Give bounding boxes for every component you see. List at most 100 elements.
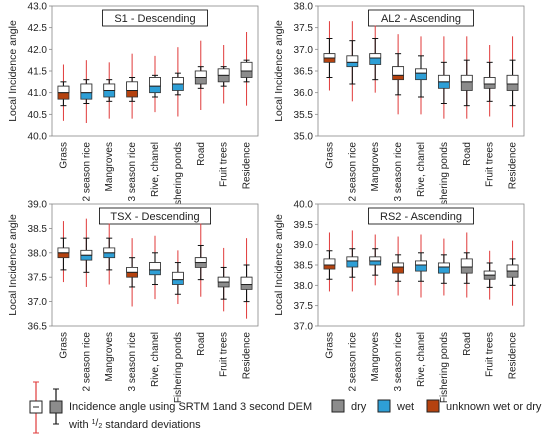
category-label: 2 season rice — [81, 142, 92, 202]
box-upper — [194, 257, 207, 263]
category-label: 2 season rice — [81, 332, 92, 392]
box-upper — [369, 53, 382, 59]
box-upper — [323, 258, 336, 266]
chart-title: TSX - Descending — [110, 211, 199, 223]
legend-dry-label: dry — [351, 401, 367, 413]
box-upper — [506, 74, 519, 85]
chart-title-box — [368, 9, 474, 27]
category-label: 2 season rice — [347, 332, 358, 392]
category-label: Residence — [508, 332, 519, 380]
category-label: Fishering ponds — [173, 142, 184, 213]
box-upper — [437, 262, 450, 268]
legend-dem3-box — [49, 400, 63, 414]
category-label: Road — [462, 142, 473, 166]
y-axis-label: Local Incidence angle — [7, 214, 19, 316]
legend-std-text: with 1/2 standard deviations — [68, 418, 201, 431]
category-label: Residence — [242, 142, 253, 190]
category-label: Grass — [58, 142, 69, 169]
category-label: Road — [196, 332, 207, 356]
y-tick-label: 38.0 — [28, 248, 48, 259]
legend-std-prefix: with — [68, 419, 92, 431]
box-upper — [57, 247, 70, 254]
box-upper — [483, 77, 496, 85]
box-upper — [80, 249, 93, 256]
chart-title: RS2 - Ascending — [380, 211, 462, 223]
y-tick-label: 39.0 — [294, 240, 314, 251]
box-upper — [149, 77, 161, 87]
box-upper — [460, 74, 473, 83]
category-label: Road — [196, 142, 207, 166]
y-tick-label: 37.5 — [294, 301, 314, 312]
category-label: 3 season rice — [393, 142, 404, 202]
y-tick-label: 35.0 — [294, 132, 314, 143]
category-label: Mangroves — [104, 142, 115, 191]
box-upper — [194, 70, 207, 78]
category-label: 3 season rice — [393, 332, 404, 392]
legend: Incidence angle using SRTM 1and 3 second… — [29, 381, 542, 434]
y-tick-label: 37.0 — [294, 322, 314, 333]
legend-std-num: 1 — [92, 419, 96, 426]
category-label: Grass — [324, 332, 335, 359]
legend-dem-text: Incidence angle using SRTM 1and 3 second… — [69, 401, 312, 413]
chart-panel-3: 36.5 37.0 37.5 38.0 38.5 39.0 Local Incidence … — [7, 200, 259, 403]
y-tick-label: 42.0 — [28, 45, 48, 56]
legend-unknown-label: unknown wet or dry — [446, 401, 542, 413]
y-tick-label: 43.0 — [28, 2, 48, 13]
box-upper — [415, 260, 427, 266]
chart-panel-4: 37.0 37.5 38.0 38.5 39.0 39.5 40.0 Local Incide… — [273, 200, 525, 403]
category-label: Residence — [242, 332, 253, 380]
category-label: Grass — [58, 332, 69, 359]
chart-title: AL2 - Ascending — [381, 13, 461, 25]
box-upper — [103, 83, 116, 91]
y-tick-label: 37.0 — [28, 297, 48, 308]
category-label: Rive, chanel — [150, 142, 161, 197]
box-upper — [506, 264, 519, 272]
category-label: Fruit trees — [485, 142, 496, 187]
legend-std-den: 2 — [98, 423, 102, 430]
box-upper — [171, 77, 184, 85]
y-tick-label: 40.0 — [28, 132, 48, 143]
category-label: Mangroves — [104, 332, 115, 381]
legend-std-suffix: standard deviations — [102, 419, 201, 431]
category-label: Fishering ponds — [439, 142, 450, 213]
category-label: Fishering ponds — [173, 332, 184, 403]
y-tick-label: 36.5 — [294, 67, 314, 78]
y-tick-label: 36.5 — [28, 322, 48, 333]
category-label: Residence — [508, 142, 519, 190]
y-axis-label: Local Incidence angle — [273, 20, 285, 122]
box-upper — [392, 262, 405, 268]
y-tick-label: 38.5 — [294, 261, 314, 272]
box-upper — [346, 55, 359, 63]
category-label: Rive, chanel — [416, 332, 427, 387]
chart-panel-1: 40.0 40.5 41.0 41.5 42.0 42.5 43.0 Local Incide… — [7, 2, 259, 213]
box-upper — [323, 53, 336, 59]
box-upper — [57, 85, 70, 94]
box-upper — [415, 68, 427, 74]
chart-panel-2: 35.0 35.5 36.0 36.5 37.0 37.5 38.0 Local Incide… — [273, 2, 525, 213]
box-upper — [126, 81, 139, 91]
y-tick-label: 42.5 — [28, 23, 48, 34]
box-upper — [392, 66, 405, 76]
category-label: Mangroves — [370, 332, 381, 381]
category-label: Rive, chanel — [416, 142, 427, 197]
category-label: 2 season rice — [347, 142, 358, 202]
box-upper — [437, 74, 450, 83]
category-label: Fruit trees — [219, 332, 230, 377]
legend-wet-label: wet — [396, 401, 414, 413]
y-tick-label: 40.0 — [294, 200, 314, 211]
category-label: Fruit trees — [485, 332, 496, 377]
y-tick-label: 41.5 — [28, 67, 48, 78]
box-upper — [217, 68, 230, 76]
chart-title-box — [99, 207, 211, 225]
box-upper — [240, 276, 253, 285]
chart-title-box — [368, 207, 474, 225]
box-upper — [240, 61, 253, 72]
box-upper — [149, 262, 161, 271]
legend-wet-swatch — [377, 399, 391, 413]
box-upper — [126, 267, 139, 273]
y-tick-label: 37.5 — [294, 23, 314, 34]
box-upper — [80, 83, 93, 94]
y-tick-label: 37.0 — [294, 45, 314, 56]
category-label: 3 season rice — [127, 332, 138, 392]
